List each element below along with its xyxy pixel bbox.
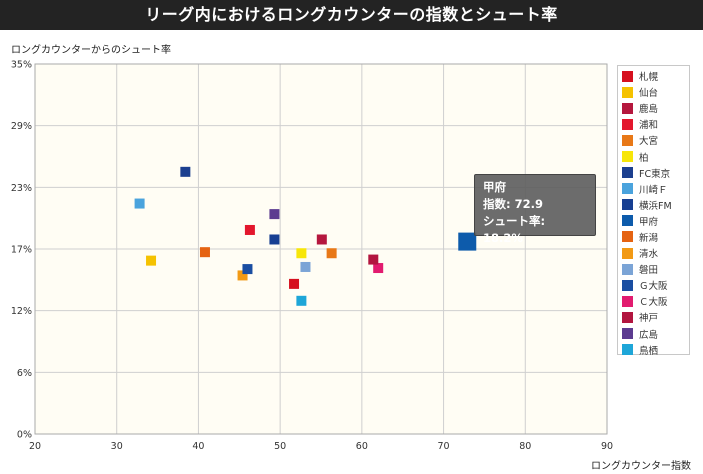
legend-swatch bbox=[622, 279, 633, 291]
legend-label: 新潟 bbox=[639, 232, 659, 244]
data-point bbox=[316, 234, 327, 245]
legend-item[interactable]: 神戸 bbox=[622, 309, 689, 325]
legend-swatch bbox=[622, 215, 633, 227]
data-point bbox=[146, 255, 157, 266]
legend-item[interactable]: 鹿島 bbox=[622, 100, 689, 116]
legend-label: 札幌 bbox=[639, 72, 659, 84]
data-point bbox=[326, 248, 337, 259]
legend-swatch bbox=[622, 102, 633, 114]
x-tick-label: 90 bbox=[601, 441, 613, 452]
legend-item[interactable]: Ｃ大阪 bbox=[622, 293, 689, 309]
legend-label: 甲府 bbox=[639, 216, 659, 228]
legend-swatch bbox=[622, 86, 633, 98]
legend-item[interactable]: 広島 bbox=[622, 326, 689, 342]
tooltip-team: 甲府 bbox=[483, 180, 506, 194]
legend-swatch bbox=[622, 344, 633, 356]
legend-item[interactable]: 浦和 bbox=[622, 116, 689, 132]
x-axis-label: ロングカウンター指数 bbox=[591, 461, 691, 472]
legend-swatch bbox=[622, 247, 633, 259]
legend-item[interactable]: 甲府 bbox=[622, 213, 689, 229]
legend-item[interactable]: 清水 bbox=[622, 245, 689, 261]
y-axis-label: ロングカウンターからのシュート率 bbox=[11, 45, 171, 56]
legend-label: Ｃ大阪 bbox=[639, 297, 668, 309]
legend-swatch bbox=[622, 70, 633, 82]
y-tick-label: 23% bbox=[11, 183, 32, 194]
legend-swatch bbox=[622, 167, 633, 179]
legend-label: 仙台 bbox=[639, 88, 659, 100]
legend-swatch bbox=[622, 199, 633, 211]
legend-swatch bbox=[622, 295, 633, 307]
legend-label: 清水 bbox=[639, 249, 659, 261]
legend-label: 横浜FM bbox=[639, 200, 672, 212]
plot-border bbox=[34, 63, 608, 435]
data-point bbox=[300, 261, 311, 272]
data-point bbox=[289, 278, 300, 289]
x-tick-label: 60 bbox=[356, 441, 368, 452]
data-point bbox=[199, 247, 210, 258]
legend-item[interactable]: 柏 bbox=[622, 148, 689, 164]
legend-swatch bbox=[622, 183, 633, 195]
x-tick-label: 40 bbox=[192, 441, 204, 452]
data-point bbox=[368, 254, 379, 265]
legend-item[interactable]: 川崎Ｆ bbox=[622, 181, 689, 197]
title-bar: リーグ内におけるロングカウンターの指数とシュート率 bbox=[0, 0, 703, 30]
data-point bbox=[296, 295, 307, 306]
data-point bbox=[242, 264, 253, 275]
legend-label: 浦和 bbox=[639, 120, 659, 132]
data-point bbox=[373, 263, 384, 274]
legend-label: 神戸 bbox=[639, 313, 659, 325]
data-point bbox=[237, 270, 248, 281]
data-point bbox=[269, 209, 280, 220]
legend-item[interactable]: Ｇ大阪 bbox=[622, 277, 689, 293]
legend-swatch bbox=[622, 311, 633, 323]
x-tick-label: 20 bbox=[29, 441, 41, 452]
legend-item[interactable]: 鳥栖 bbox=[622, 342, 689, 358]
data-point bbox=[458, 232, 477, 251]
y-tick-label: 29% bbox=[11, 121, 32, 132]
y-tick-label: 17% bbox=[11, 245, 32, 256]
y-tick-label: 0% bbox=[17, 430, 32, 441]
legend-item[interactable]: 仙台 bbox=[622, 84, 689, 100]
tooltip-rate: シュート率: 18.2% bbox=[483, 214, 546, 245]
legend-swatch bbox=[622, 328, 633, 340]
x-tick-label: 80 bbox=[519, 441, 531, 452]
legend: 札幌仙台鹿島浦和大宮柏 FC東京川崎Ｆ 横浜FM 甲府新潟清水磐田 Ｇ大阪 Ｃ大阪神戸広島… bbox=[617, 65, 690, 358]
legend-swatch bbox=[622, 231, 633, 243]
legend-item[interactable]: 横浜FM bbox=[622, 197, 689, 213]
legend-item[interactable]: 札幌 bbox=[622, 68, 689, 84]
legend-swatch bbox=[622, 151, 633, 163]
legend-label: 鹿島 bbox=[639, 104, 659, 116]
legend-label: Ｇ大阪 bbox=[639, 281, 668, 293]
tooltip-index: 指数: 72.9 bbox=[483, 197, 543, 211]
data-point bbox=[296, 248, 307, 259]
x-tick-label: 70 bbox=[438, 441, 450, 452]
legend-swatch bbox=[622, 263, 633, 275]
chart-title: リーグ内におけるロングカウンターの指数とシュート率 bbox=[145, 5, 558, 24]
data-point bbox=[134, 198, 145, 209]
legend-label: 鳥栖 bbox=[639, 345, 659, 357]
legend-swatch bbox=[622, 118, 633, 130]
x-tick-label: 30 bbox=[111, 441, 123, 452]
data-point bbox=[269, 234, 280, 245]
data-tooltip: 甲府 指数: 72.9 シュート率: 18.2% bbox=[474, 174, 596, 245]
x-tick-label: 50 bbox=[274, 441, 286, 452]
y-tick-label: 12% bbox=[11, 306, 32, 317]
legend-swatch bbox=[622, 134, 633, 146]
legend-label: 川崎Ｆ bbox=[639, 184, 668, 196]
legend-label: 大宮 bbox=[639, 136, 659, 148]
legend-label: 広島 bbox=[639, 329, 659, 341]
data-point bbox=[180, 166, 191, 177]
data-point bbox=[244, 224, 255, 235]
legend-label: 磐田 bbox=[639, 265, 659, 277]
legend-item[interactable]: FC東京 bbox=[622, 165, 689, 181]
y-tick-label: 35% bbox=[11, 60, 32, 71]
legend-item[interactable]: 新潟 bbox=[622, 229, 689, 245]
y-tick-label: 6% bbox=[17, 368, 32, 379]
legend-label: FC東京 bbox=[639, 168, 671, 180]
legend-label: 柏 bbox=[639, 152, 649, 164]
legend-item[interactable]: 磐田 bbox=[622, 261, 689, 277]
legend-item[interactable]: 大宮 bbox=[622, 132, 689, 148]
